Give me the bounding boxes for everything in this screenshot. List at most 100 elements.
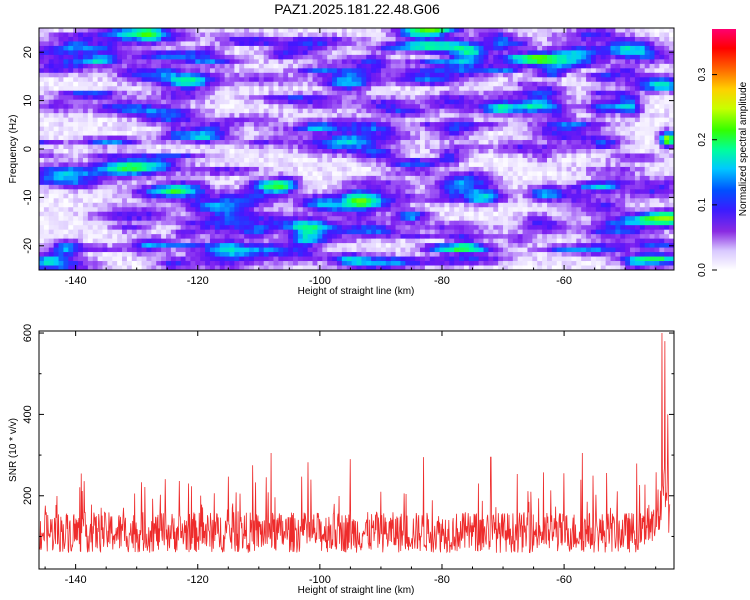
heatmap-cell <box>532 36 538 42</box>
heatmap-cell <box>141 122 147 127</box>
heatmap-cell <box>146 86 152 92</box>
heatmap-cell <box>131 99 138 105</box>
heatmap-cell <box>410 72 416 78</box>
heatmap-cell <box>317 189 323 195</box>
heatmap-cell <box>571 140 577 145</box>
heatmap-cell <box>112 157 118 163</box>
heatmap-cell <box>537 157 543 163</box>
heatmap-cell <box>605 28 611 33</box>
heatmap-cell <box>576 171 582 177</box>
heatmap-cell <box>659 81 665 87</box>
heatmap-cell <box>415 95 421 101</box>
heatmap-cell <box>547 95 553 101</box>
heatmap-cell <box>53 63 59 69</box>
heatmap-cell <box>532 117 538 123</box>
heatmap-cell <box>576 95 582 101</box>
heatmap-cell <box>351 77 357 83</box>
heatmap-cell <box>200 162 206 168</box>
heatmap-cell <box>527 68 533 74</box>
heatmap-cell <box>185 99 191 105</box>
heatmap-cell <box>195 189 201 195</box>
heatmap-cell <box>493 68 499 74</box>
heatmap-cell <box>556 113 563 119</box>
heatmap-cell <box>102 95 108 101</box>
heatmap-cell <box>244 104 250 110</box>
heatmap-cell <box>649 175 655 181</box>
heatmap-cell <box>351 131 357 136</box>
heatmap-cell <box>576 149 582 154</box>
heatmap-cell <box>209 126 216 132</box>
heatmap-cell <box>78 104 84 110</box>
heatmap-cell <box>297 144 304 150</box>
heatmap-cell <box>625 81 631 87</box>
heatmap-cell <box>97 117 103 123</box>
heatmap-cell <box>205 193 211 199</box>
heatmap-cell <box>547 135 553 141</box>
heatmap-cell <box>332 86 338 92</box>
heatmap-cell <box>278 135 284 141</box>
heatmap-cell <box>53 77 59 83</box>
heatmap-cell <box>356 193 362 199</box>
heatmap-cell <box>151 162 157 168</box>
heatmap-cell <box>542 193 548 199</box>
heatmap-cell <box>131 149 138 154</box>
heatmap-cell <box>336 59 343 65</box>
heatmap-cell <box>463 59 470 65</box>
heatmap-cell <box>283 162 289 168</box>
heatmap-cell <box>522 108 528 114</box>
heatmap-cell <box>336 184 343 190</box>
heatmap-cell <box>180 117 186 123</box>
heatmap-cell <box>185 162 191 168</box>
heatmap-cell <box>669 54 675 60</box>
heatmap-cell <box>195 166 201 172</box>
heatmap-cell <box>327 113 333 119</box>
heatmap-cell <box>63 166 69 172</box>
heatmap-cell <box>312 180 318 186</box>
heatmap-cell <box>136 59 142 65</box>
heatmap-cell <box>488 149 494 154</box>
heatmap-cell <box>581 99 587 105</box>
heatmap-cell <box>244 54 250 60</box>
heatmap-cell <box>229 108 235 114</box>
heatmap-cell <box>600 126 607 132</box>
heatmap-cell <box>156 122 162 127</box>
heatmap-cell <box>576 144 582 150</box>
heatmap-cell <box>156 180 162 186</box>
heatmap-cell <box>444 90 450 96</box>
heatmap-cell <box>664 104 670 110</box>
heatmap-cell <box>283 32 289 38</box>
heatmap-cell <box>336 166 343 172</box>
heatmap-cell <box>517 36 523 42</box>
heatmap-cell <box>87 54 94 60</box>
heatmap-cell <box>371 50 377 56</box>
heatmap-cell <box>400 135 406 141</box>
heatmap-cell <box>376 108 382 114</box>
heatmap-cell <box>361 99 367 105</box>
heatmap-cell <box>654 126 660 132</box>
heatmap-cell <box>58 99 64 105</box>
heatmap-cell <box>600 122 607 127</box>
heatmap-cell <box>537 140 543 145</box>
heatmap-cell <box>185 54 191 60</box>
heatmap-cell <box>517 184 523 190</box>
heatmap-cell <box>547 99 553 105</box>
heatmap-cell <box>639 189 646 195</box>
heatmap-cell <box>410 59 416 65</box>
heatmap-cell <box>590 117 597 123</box>
heatmap-cell <box>53 184 59 190</box>
heatmap-cell <box>493 144 499 150</box>
heatmap-cell <box>122 72 128 78</box>
heatmap-cell <box>317 95 323 101</box>
heatmap-cell <box>434 95 440 101</box>
heatmap-cell <box>512 126 519 132</box>
heatmap-cell <box>590 184 597 190</box>
heatmap-cell <box>126 113 133 119</box>
heatmap-cell <box>151 36 157 42</box>
heatmap-cell <box>405 81 411 87</box>
heatmap-cell <box>444 28 450 33</box>
heatmap-cell <box>258 99 265 105</box>
heatmap-cell <box>410 81 416 87</box>
heatmap-cell <box>644 184 650 190</box>
heatmap-cell <box>39 63 45 69</box>
heatmap-cell <box>239 144 245 150</box>
